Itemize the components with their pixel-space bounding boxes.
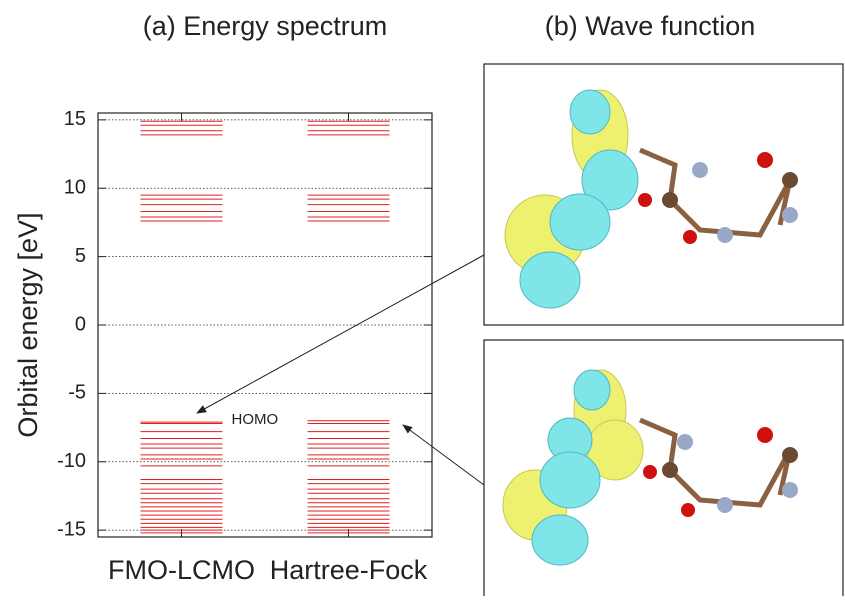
y-tick-label: 5 [75,245,86,267]
wave-image-2 [484,340,843,596]
chart-title: (a) Energy spectrum [143,11,388,41]
y-tick-label: 15 [64,108,86,130]
y-tick-label: -10 [57,450,86,472]
x-tick-label: Hartree-Fock [270,555,428,585]
arrow [403,425,484,485]
y-axis-label: Orbital energy [eV] [13,212,43,437]
panel-title: (b) Wave function [545,11,756,41]
y-tick-label: 0 [75,313,86,335]
figure: (a) Energy spectrum (b) Wave function Or… [0,0,845,596]
y-tick-label: -15 [57,518,86,540]
annotation: HOMO [232,411,279,428]
wave-image-1 [484,64,843,325]
arrow [197,255,484,413]
y-tick-label: -5 [68,382,86,404]
x-tick-label: FMO-LCMO [108,555,255,585]
y-tick-label: 10 [64,177,86,199]
